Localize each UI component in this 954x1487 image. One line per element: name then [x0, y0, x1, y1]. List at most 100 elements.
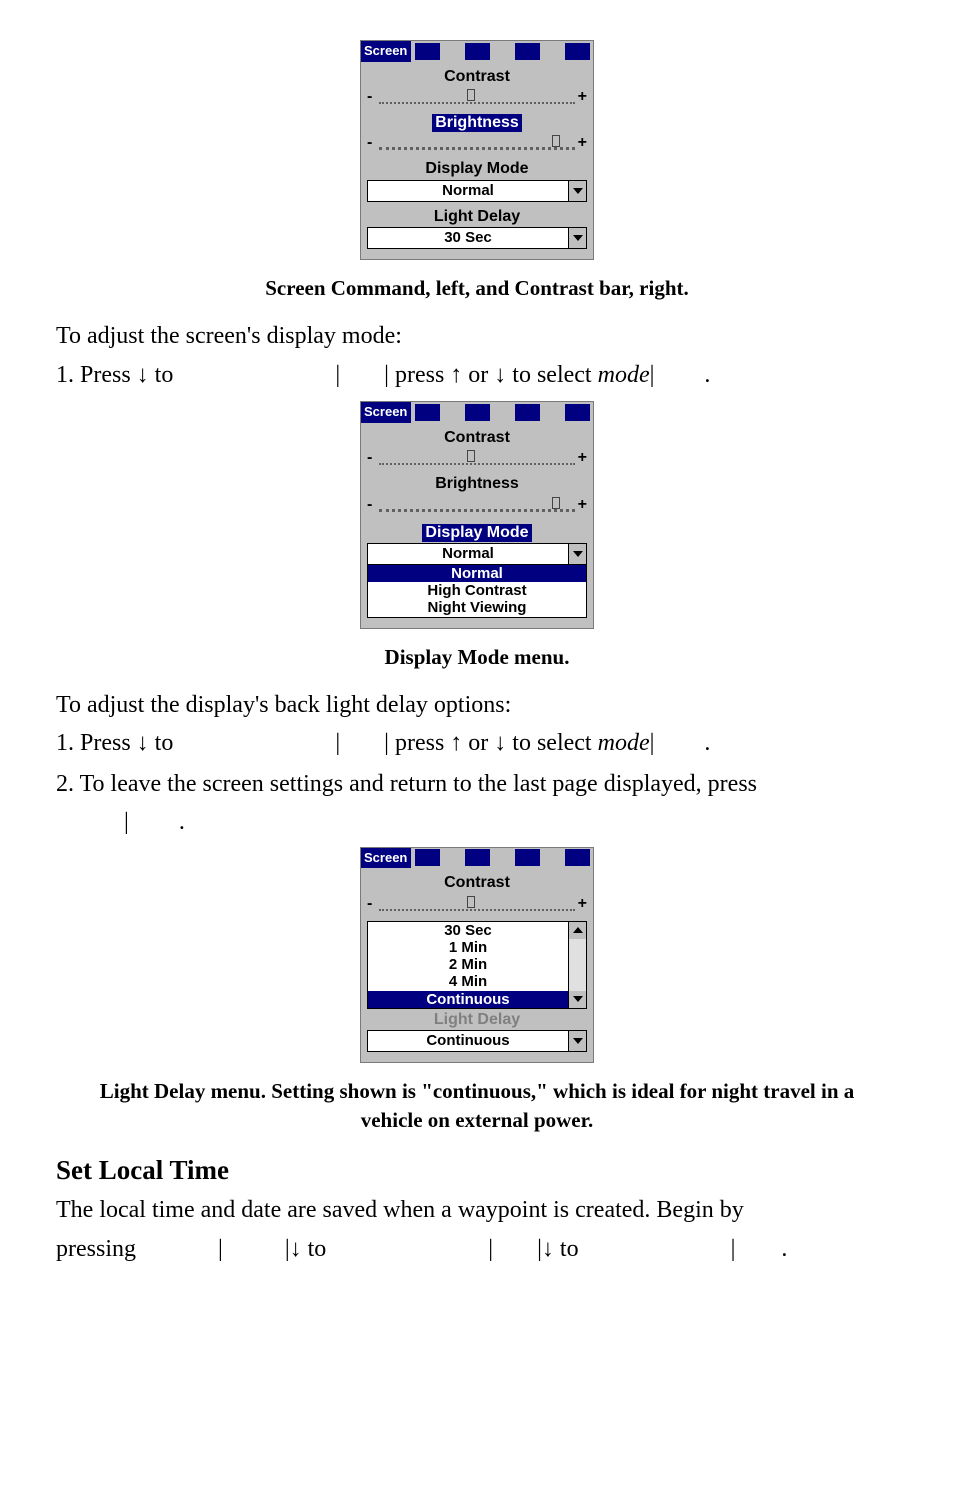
- step-text: or: [462, 730, 494, 756]
- list-item[interactable]: Normal: [368, 565, 586, 582]
- brightness-label-selected: Brightness: [432, 114, 522, 132]
- step-mode-italic: mode: [598, 730, 650, 756]
- scroll-down-icon[interactable]: [568, 991, 586, 1008]
- light-delay-value: Continuous: [368, 1031, 568, 1051]
- slider-handle[interactable]: [467, 450, 475, 462]
- step-text: to: [149, 730, 174, 756]
- para3-dot: .: [179, 809, 185, 835]
- slider-track-line: [379, 903, 575, 911]
- light-delay-combo[interactable]: 30 Sec: [367, 227, 587, 249]
- brightness-slider[interactable]: - +: [367, 496, 587, 514]
- down-arrow-icon: ↓: [290, 1235, 302, 1262]
- list-item[interactable]: 4 Min: [368, 973, 586, 990]
- slider-minus: -: [367, 449, 372, 467]
- contrast-slider[interactable]: - +: [367, 88, 587, 106]
- contrast-group: Contrast - +: [367, 68, 587, 106]
- slider-track-line: [379, 457, 575, 465]
- contrast-label: Contrast: [367, 874, 587, 892]
- step-text: .: [704, 362, 710, 388]
- window-titlebar: Screen: [361, 402, 593, 423]
- slider-plus: +: [578, 134, 587, 152]
- down-arrow-icon: ↓: [494, 729, 506, 756]
- step-text: to select: [506, 362, 597, 388]
- window-title: Screen: [361, 41, 411, 62]
- brightness-slider[interactable]: - +: [367, 134, 587, 152]
- step-text: |: [218, 1236, 223, 1262]
- display-mode-combo[interactable]: Normal: [367, 543, 587, 565]
- list-item[interactable]: 1 Min: [368, 939, 586, 956]
- screenshot-1: Screen Contrast - + Brightness -: [360, 40, 594, 260]
- slider-handle[interactable]: [467, 89, 475, 101]
- window-body: Contrast - + Brightness - +: [361, 62, 593, 260]
- list-item[interactable]: 30 Sec: [368, 922, 586, 939]
- contrast-slider[interactable]: - +: [367, 895, 587, 913]
- slider-track-line: [379, 96, 575, 104]
- slider-plus: +: [578, 496, 587, 514]
- section-title: Set Local Time: [56, 1152, 898, 1188]
- brightness-label: Brightness: [367, 475, 587, 493]
- step-line-3: pressing | |↓ to | |↓ to | .: [56, 1233, 898, 1265]
- display-mode-options[interactable]: Normal High Contrast Night Viewing: [367, 565, 587, 618]
- scrollbar-track[interactable]: [568, 956, 586, 973]
- contrast-group: Contrast - +: [367, 429, 587, 467]
- dropdown-arrow-icon[interactable]: [568, 1031, 586, 1051]
- slider-plus: +: [578, 88, 587, 106]
- display-mode-value: Normal: [368, 544, 568, 564]
- list-item[interactable]: High Contrast: [368, 582, 586, 599]
- list-item[interactable]: Night Viewing: [368, 599, 586, 616]
- step-text: to: [554, 1236, 579, 1262]
- list-item[interactable]: 2 Min: [368, 956, 586, 973]
- display-mode-combo[interactable]: Normal: [367, 180, 587, 202]
- slider-handle[interactable]: [552, 497, 560, 509]
- slider-track-line: [379, 142, 575, 150]
- slider-minus: -: [367, 496, 372, 514]
- contrast-group: Contrast - +: [367, 874, 587, 912]
- light-delay-combo[interactable]: Continuous: [367, 1030, 587, 1052]
- dropdown-arrow-icon[interactable]: [568, 228, 586, 248]
- down-arrow-icon: ↓: [494, 361, 506, 388]
- caption-2: Display Mode menu.: [56, 643, 898, 671]
- step-line-2: 1. Press ↓ to | | press ↑ or ↓ to select…: [56, 727, 898, 759]
- slider-minus: -: [367, 895, 372, 913]
- brightness-group: Brightness - +: [367, 475, 587, 513]
- step-text: |: [650, 362, 655, 388]
- step-text: |: [335, 362, 340, 388]
- paragraph-2: To adjust the display's back light delay…: [56, 689, 898, 721]
- step-text: .: [781, 1236, 787, 1262]
- step-text: 1. Press: [56, 362, 137, 388]
- titlebar-spacer: [415, 43, 593, 60]
- contrast-label: Contrast: [367, 429, 587, 447]
- step-text: |: [335, 730, 340, 756]
- display-mode-value: Normal: [368, 181, 568, 201]
- scroll-up-icon[interactable]: [568, 922, 586, 939]
- up-arrow-icon: ↑: [450, 361, 462, 388]
- scrollbar-track[interactable]: [568, 939, 586, 956]
- light-delay-options[interactable]: 30 Sec 1 Min 2 Min 4 Min Continuous: [367, 921, 587, 1009]
- down-arrow-icon: ↓: [137, 361, 149, 388]
- light-delay-label-dim: Light Delay: [434, 1011, 520, 1028]
- step-text: 1. Press: [56, 730, 137, 756]
- dropdown-arrow-icon[interactable]: [568, 544, 586, 564]
- titlebar-spacer: [415, 404, 593, 421]
- slider-handle[interactable]: [467, 896, 475, 908]
- window-body: Contrast - + Brightness - + Displa: [361, 423, 593, 628]
- contrast-label: Contrast: [367, 68, 587, 86]
- display-mode-label: Display Mode: [367, 160, 587, 178]
- scrollbar-track[interactable]: [568, 973, 586, 990]
- slider-track-line: [379, 504, 575, 512]
- dropdown-arrow-icon[interactable]: [568, 181, 586, 201]
- slider-plus: +: [578, 895, 587, 913]
- step-text: to: [302, 1236, 327, 1262]
- slider-minus: -: [367, 134, 372, 152]
- step-text: | press: [384, 730, 450, 756]
- up-arrow-icon: ↑: [450, 729, 462, 756]
- screenshot-3: Screen Contrast - + 30 Sec 1 Min 2 Min 4…: [360, 847, 594, 1064]
- display-mode-label-selected: Display Mode: [422, 524, 531, 542]
- list-item[interactable]: Continuous: [368, 991, 586, 1008]
- step-text: |: [650, 730, 655, 756]
- contrast-slider[interactable]: - +: [367, 449, 587, 467]
- step-text: .: [704, 730, 710, 756]
- step-text: to select: [506, 730, 597, 756]
- paragraph-1: To adjust the screen's display mode:: [56, 320, 898, 352]
- slider-handle[interactable]: [552, 135, 560, 147]
